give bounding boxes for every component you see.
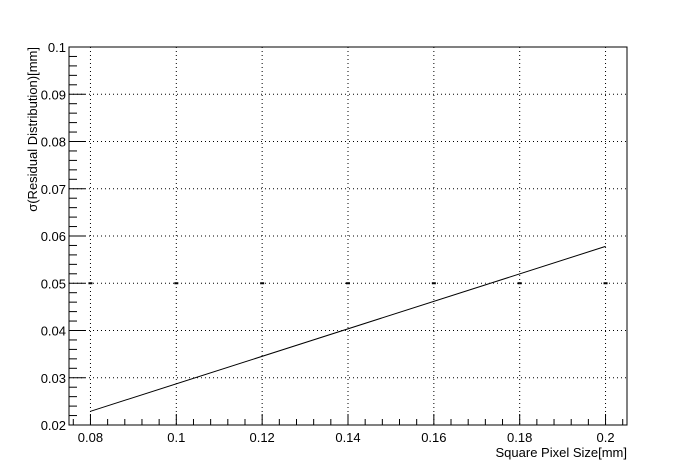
x-axis-title: Square Pixel Size[mm]: [496, 445, 628, 460]
x-tick-label: 0.18: [507, 430, 532, 445]
data-point: [260, 282, 265, 285]
fit-line: [90, 245, 606, 412]
axes: 0.08 0.1 0.12 0.14 0.16 0.18 0.2 0.02 0.03 0.04 0.…: [41, 40, 624, 445]
data-point: [517, 282, 522, 285]
x-tick-label: 0.14: [335, 430, 360, 445]
x-tick-label: 0.1: [167, 430, 185, 445]
y-tick-label: 0.05: [41, 276, 66, 291]
y-tick-label: 0.09: [41, 87, 66, 102]
x-tick-label: 0.16: [421, 430, 446, 445]
data-point: [174, 282, 179, 285]
data-point: [431, 282, 436, 285]
y-tick-label: 0.08: [41, 135, 66, 150]
grid: [69, 46, 627, 426]
x-tick-label: 0.2: [596, 430, 614, 445]
y-tick-label: 0.1: [48, 40, 66, 55]
data-point: [346, 282, 350, 285]
y-tick-label: 0.07: [41, 182, 66, 197]
y-tick-label: 0.06: [41, 229, 66, 244]
y-tick-label: 0.04: [41, 324, 66, 339]
x-tick-label: 0.12: [249, 430, 274, 445]
y-axis-title: σ(Residual Distribution)[mm]: [25, 47, 40, 212]
y-tick-label: 0.02: [41, 418, 66, 433]
data-point: [603, 282, 608, 285]
data-point: [88, 282, 93, 285]
series: [88, 245, 608, 412]
x-tick-label: 0.08: [78, 430, 103, 445]
y-tick-label: 0.03: [41, 371, 66, 386]
